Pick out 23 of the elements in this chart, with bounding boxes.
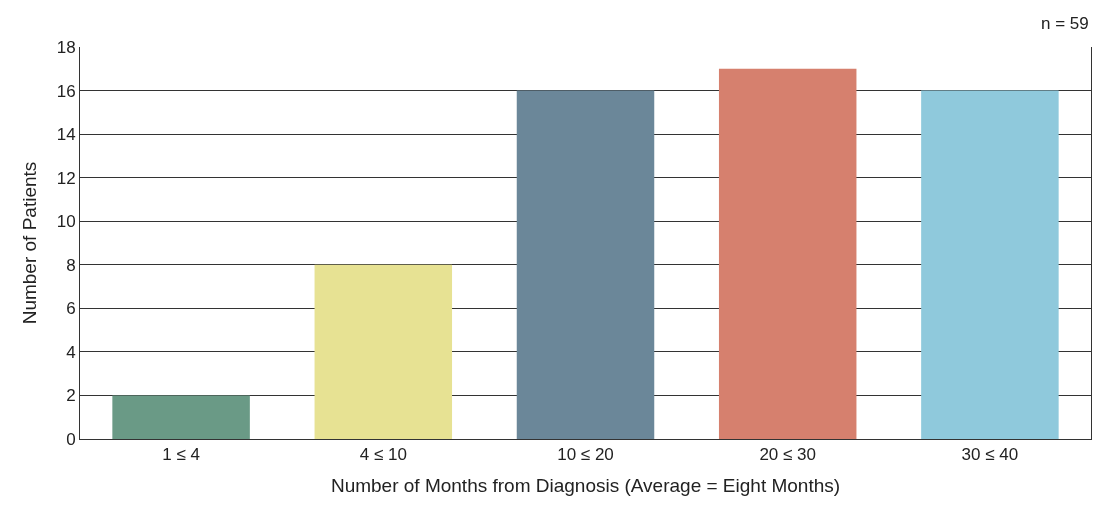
y-tick-label: 0 [66,429,76,449]
x-tick-label: 30 ≤ 40 [961,445,1019,465]
x-axis-title: Number of Months from Diagnosis (Average = Eight Months) [330,475,841,497]
y-tick-label: 12 [56,168,76,188]
bar [516,90,655,439]
bar [921,90,1059,439]
x-tick-label: 20 ≤ 30 [759,445,816,465]
bar [314,264,453,439]
x-tick-label: 4 ≤ 10 [359,445,407,465]
y-tick-label: 10 [56,212,76,232]
y-tick-label: 4 [66,342,76,362]
y-tick-label: 8 [66,255,76,275]
bar [718,68,857,439]
y-tick-label: 16 [56,81,76,101]
y-tick-label: 6 [66,299,76,319]
x-tick-label: 10 ≤ 20 [557,445,614,465]
y-tick-label: 18 [56,37,76,57]
y-axis-title: Number of Patients [18,161,40,325]
text: n = 59 [1041,14,1089,33]
bar [112,395,250,439]
y-tick-label: 2 [66,386,76,406]
y-tick-label: 14 [56,125,76,145]
x-tick-label: 1 ≤ 4 [162,445,200,465]
